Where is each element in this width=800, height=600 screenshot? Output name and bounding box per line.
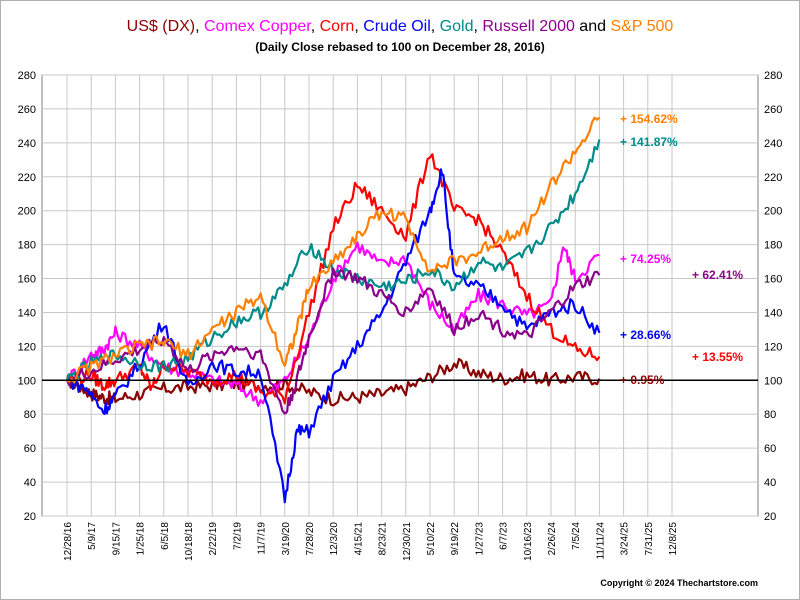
end-label-gold: + 141.87% [620,135,678,149]
y-tick-label-left: 200 [18,206,36,218]
y-axis-right: 20 40 60 80 100 120 140 160 180 200 220 240 260 280 [764,70,782,523]
plot-area [41,74,759,517]
x-tick-label: 7/2/19 [232,522,243,550]
x-tick-label: 5/9/17 [87,522,98,550]
title-part-12: S&P 500 [610,18,674,35]
y-tick-label-right: 160 [764,274,782,286]
x-tick-label: 1/27/23 [474,522,485,556]
y-tick-label-left: 260 [18,104,36,116]
x-tick-label: 12/3/20 [329,522,340,556]
copyright-text: Copyright © 2024 Thechartstore.com [600,578,758,588]
x-tick-label: 12/28/16 [63,522,74,561]
y-tick-label-right: 60 [764,443,776,455]
y-tick-label-right: 240 [764,138,782,150]
x-tick-label: 8/23/21 [378,522,389,556]
title-part-11: and [574,18,611,35]
y-tick-label-left: 40 [24,477,36,489]
series-line-corn [66,153,601,405]
y-tick-label-left: 140 [18,307,36,319]
end-label-us-dx-: + 0.95% [620,373,665,387]
x-tick-label: 7/31/25 [644,522,655,556]
x-tick-label: 9/19/22 [450,522,461,556]
series-line-us-dx- [65,357,601,407]
series-line-crude-oil [66,168,601,504]
y-tick-label-left: 20 [24,511,36,523]
y-axis-left: 20 40 60 80 100 120 140 160 180 200 220 240 260 280 [18,70,36,523]
x-tick-label: 10/18/18 [184,522,195,561]
y-tick-label-right: 140 [764,307,782,319]
end-label-crude-oil: + 28.66% [620,328,671,342]
x-tick-label: 6/7/23 [499,522,510,550]
y-tick-label-right: 100 [764,375,782,387]
x-tick-label: 2/26/24 [547,522,558,556]
x-tick-label: 12/8/25 [668,522,679,556]
chart-title: US$ (DX), Comex Copper, Corn, Crude Oil,… [0,18,800,36]
x-axis: 12/28/16 5/9/17 9/15/17 1/25/18 6/5/18 10/18/… [63,522,679,561]
x-tick-label: 10/16/23 [523,522,534,561]
series-line-comex-copper [66,241,600,407]
x-tick-label: 12/30/21 [402,522,413,561]
x-tick-label: 3/19/20 [281,522,292,556]
y-tick-label-right: 280 [764,70,782,82]
y-tick-label-left: 100 [18,375,36,387]
y-tick-label-left: 60 [24,443,36,455]
title-part-1: , [195,18,205,35]
title-part-10: Russell 2000 [482,18,575,35]
y-tick-label-left: 120 [18,341,36,353]
y-tick-label-right: 200 [764,206,782,218]
y-tick-label-left: 240 [18,138,36,150]
y-tick-label-right: 220 [764,172,782,184]
y-tick-label-right: 80 [764,409,776,421]
y-tick-label-left: 220 [18,172,36,184]
end-label-s-p-500: + 154.62% [620,112,678,126]
x-tick-label: 7/28/20 [305,522,316,556]
x-tick-label: 1/25/18 [136,522,147,556]
series-line-s-p-500 [66,116,601,384]
x-tick-label: 5/10/22 [426,522,437,556]
chart-subtitle: (Daily Close rebased to 100 on December … [255,40,545,54]
end-label-comex-copper: + 74.25% [620,252,671,266]
x-tick-label: 2/22/19 [208,522,219,556]
x-tick-label: 9/15/17 [111,522,122,556]
title-part-0: US$ (DX) [126,18,196,35]
title-part-6: Crude Oil [363,18,431,35]
y-tick-label-right: 20 [764,511,776,523]
x-tick-label: 6/5/18 [160,522,171,550]
x-tick-label: 3/24/25 [620,522,631,556]
title-part-9: , [473,18,483,35]
y-tick-label-left: 160 [18,274,36,286]
x-tick-label: 7/5/24 [571,522,582,550]
y-tick-label-left: 180 [18,240,36,252]
title-part-5: , [354,18,364,35]
y-tick-label-right: 260 [764,104,782,116]
title-part-3: , [310,18,320,35]
y-tick-label-right: 40 [764,477,776,489]
end-label-russell-2000: + 62.41% [692,268,743,282]
x-tick-label: 4/15/21 [353,522,364,556]
y-tick-label-right: 180 [764,240,782,252]
y-tick-label-right: 120 [764,341,782,353]
title-part-4: Corn [319,18,355,35]
end-label-corn: + 13.55% [692,350,743,364]
title-part-2: Comex Copper [204,18,311,35]
title-part-8: Gold [439,18,474,35]
x-tick-label: 11/7/19 [257,522,268,555]
end-labels: + 0.95% + 74.25% + 13.55% + 28.66% + 141.87%… [620,112,743,387]
y-tick-label-left: 280 [18,70,36,82]
x-tick-label: 11/11/24 [595,522,606,560]
title-part-7: , [430,18,440,35]
y-tick-label-left: 80 [24,409,36,421]
series-lines [65,116,601,504]
